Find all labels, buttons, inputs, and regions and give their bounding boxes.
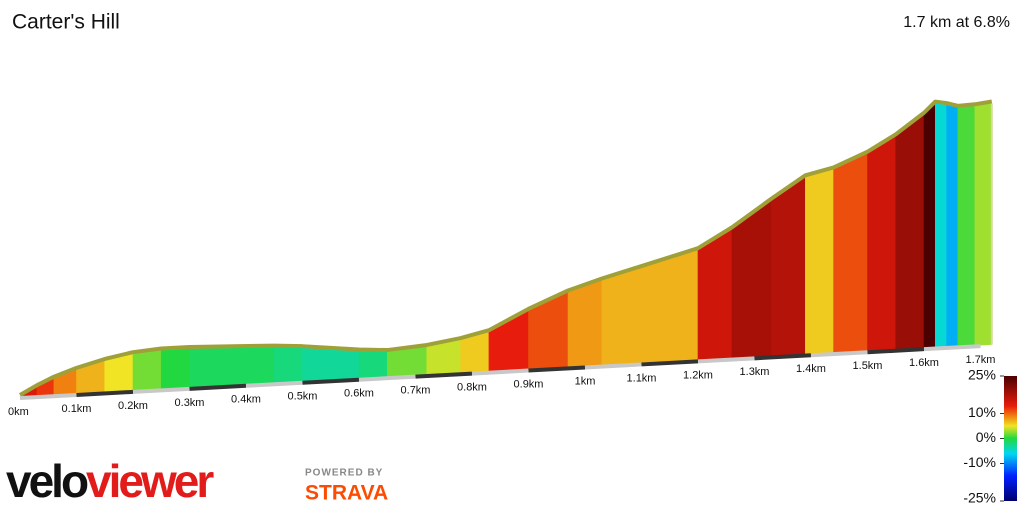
- x-tick-label: 1.1km: [627, 372, 657, 384]
- gradient-segment: [160, 348, 190, 390]
- gradient-segment: [957, 105, 976, 347]
- x-tick-label: 0.3km: [175, 397, 205, 409]
- colorbar: [1004, 376, 1017, 501]
- gradient-segment: [934, 103, 947, 348]
- profile: [19, 99, 993, 398]
- x-tick-label: 1.4km: [796, 363, 826, 375]
- x-tick-label: 1km: [575, 375, 596, 387]
- axis-stripe: [923, 344, 981, 352]
- x-tick-label: 0.5km: [288, 391, 318, 403]
- x-tick-label: 1.6km: [909, 357, 939, 369]
- x-tick-label: 0.6km: [344, 388, 374, 400]
- x-tick-label: 0.8km: [457, 381, 487, 393]
- gradient-segment: [189, 347, 241, 389]
- gradient-segment: [974, 103, 993, 346]
- gradient-segment: [697, 228, 733, 361]
- x-tick-label: 0.1km: [62, 403, 92, 415]
- colorbar-label: 0%: [976, 429, 996, 445]
- axis-stripe: [245, 380, 303, 388]
- strava-logo: STRAVA: [305, 482, 388, 505]
- axis-stripe: [471, 368, 529, 376]
- gradient-segment: [240, 347, 275, 386]
- axis-stripe: [867, 347, 925, 355]
- logo-velo-text: velo: [6, 455, 88, 507]
- x-tick-label: 0.2km: [118, 400, 148, 412]
- gradient-segment: [923, 102, 936, 349]
- chart-subtitle: 1.7 km at 6.8%: [903, 14, 1010, 31]
- x-tick-label: 1.5km: [853, 360, 883, 372]
- axis-stripe: [697, 356, 755, 364]
- logo-velo: veloviewer: [6, 455, 214, 507]
- axis-stripe: [754, 353, 812, 361]
- axis-stripe: [132, 386, 190, 394]
- x-tick-label: 0km: [8, 406, 29, 418]
- colorbar-label: -25%: [963, 490, 996, 506]
- logo-viewer-text: viewer: [86, 455, 214, 507]
- colorbar-label: 25%: [968, 367, 996, 383]
- axis-stripe: [528, 365, 586, 373]
- gradient-segment: [833, 153, 868, 354]
- gradient-segment: [641, 249, 699, 364]
- gradient-segment: [386, 346, 428, 378]
- axis-stripe: [584, 362, 642, 370]
- logo: veloviewer: [6, 455, 217, 507]
- x-tick-label: 0.4km: [231, 394, 261, 406]
- powered-by: POWERED BY: [305, 468, 383, 479]
- gradient-segment: [358, 351, 388, 380]
- x-tick-label: 1.7km: [966, 354, 996, 366]
- axis-stripe: [76, 389, 134, 397]
- axis-stripe: [358, 374, 416, 382]
- x-tick-label: 0.7km: [401, 385, 431, 397]
- gradient-segment: [946, 104, 959, 348]
- gradient-segment: [567, 280, 603, 368]
- axis-stripe: [189, 383, 247, 391]
- axis-stripe: [810, 350, 868, 358]
- gradient-segment: [302, 347, 332, 383]
- x-tick-label: 1.3km: [740, 366, 770, 378]
- axis-stripe: [19, 392, 77, 400]
- colorbar-label: 10%: [968, 404, 996, 420]
- axis-stripe: [641, 359, 699, 367]
- gradient-segment: [132, 350, 162, 392]
- axis-stripe: [302, 377, 360, 385]
- gradient-segment: [330, 349, 360, 381]
- profile-ridge: [19, 99, 993, 397]
- axis-stripe: [415, 371, 473, 379]
- gradient-segment: [895, 114, 925, 351]
- chart-title: Carter's Hill: [12, 11, 120, 34]
- gradient-segment: [601, 267, 642, 366]
- colorbar-label: -10%: [963, 454, 996, 470]
- x-tick-label: 0.9km: [514, 378, 544, 390]
- x-tick-label: 1.2km: [683, 369, 713, 381]
- gradient-segment: [867, 135, 897, 352]
- gradient-segment: [771, 176, 806, 357]
- gradient-segment: [273, 347, 303, 384]
- gradient-segment: [805, 169, 834, 355]
